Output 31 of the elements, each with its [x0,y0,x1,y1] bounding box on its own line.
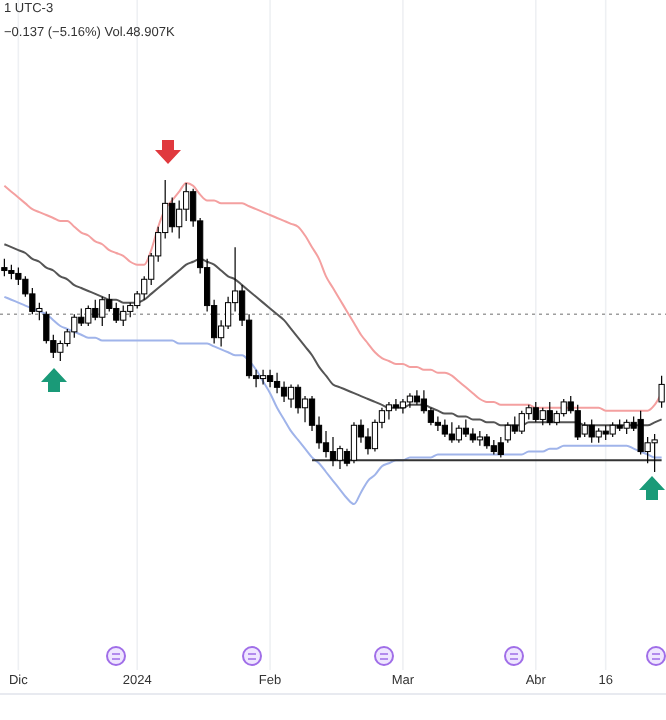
candlestick [301,395,309,423]
candlestick [588,418,595,444]
candlestick [574,404,581,441]
candlestick [287,383,295,409]
candlestick [651,433,658,473]
candlestick [71,313,78,339]
candlestick [120,304,127,327]
candlestick [266,369,274,388]
candlestick [259,369,267,385]
candlestick [294,383,302,415]
candlestick [518,410,525,435]
candlestick [532,401,539,423]
candlestick [392,398,400,412]
candlestick [434,415,441,432]
candlestick [546,401,553,426]
candlestick [273,372,281,394]
candlestick [637,410,644,456]
candlestick [385,401,393,421]
candlestick [364,427,372,456]
candlestick [329,436,337,467]
candlestick [169,196,176,234]
candlestick [113,302,120,324]
candlestick [280,380,288,403]
candlestick [462,418,469,438]
candlestick [448,421,455,444]
candlestick [176,199,183,239]
candlestick [350,421,358,464]
candlestick [92,299,99,321]
candlestick [85,304,92,327]
candlestick [336,445,344,470]
candlestick [99,296,106,327]
